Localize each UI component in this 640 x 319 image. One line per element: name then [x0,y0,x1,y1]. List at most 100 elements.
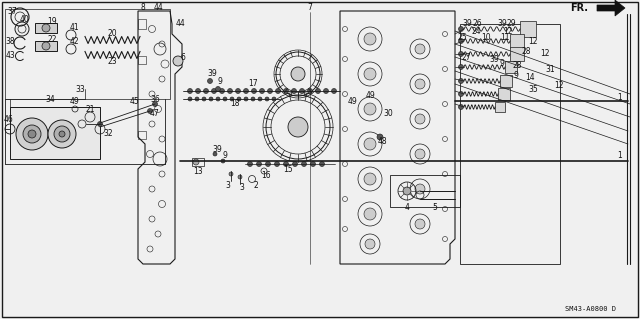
Circle shape [291,67,305,81]
Circle shape [458,51,463,56]
Text: 1: 1 [618,152,622,160]
Text: 33: 33 [75,85,85,93]
Text: 5: 5 [433,203,437,211]
Text: 41: 41 [69,24,79,33]
Bar [495,102,505,112]
Circle shape [458,92,463,97]
Circle shape [195,88,200,93]
Circle shape [364,68,376,80]
Text: 27: 27 [461,53,471,62]
Bar [520,21,536,37]
Circle shape [193,159,199,165]
Circle shape [415,44,425,54]
Bar [35,41,57,51]
Text: 16: 16 [261,172,271,181]
Text: 17: 17 [248,79,258,88]
Text: 39: 39 [497,19,507,27]
Text: 39: 39 [489,56,499,64]
Text: 23: 23 [107,57,117,66]
Circle shape [458,105,463,109]
Bar [10,107,100,159]
Circle shape [292,161,298,167]
Circle shape [213,152,217,156]
Circle shape [301,161,307,167]
Text: 47: 47 [150,109,160,118]
Circle shape [188,97,192,101]
Bar [460,24,560,264]
Circle shape [258,97,262,101]
Circle shape [458,26,463,32]
Text: 22: 22 [47,35,57,44]
Text: 37: 37 [7,8,17,17]
Circle shape [236,88,241,93]
Circle shape [458,78,463,84]
Circle shape [97,122,102,127]
Bar [138,19,146,29]
Circle shape [415,149,425,159]
Circle shape [291,88,296,93]
Circle shape [403,187,411,195]
Text: 11: 11 [500,33,509,42]
Bar [138,131,146,139]
Text: 46: 46 [3,115,13,124]
Circle shape [332,88,337,93]
Text: 44: 44 [153,3,163,11]
Bar [510,34,524,48]
Circle shape [284,88,289,93]
Circle shape [59,131,65,137]
Text: 38: 38 [5,38,15,47]
Text: 40: 40 [19,16,29,25]
Circle shape [221,159,225,163]
Circle shape [238,175,242,179]
Circle shape [265,97,269,101]
Circle shape [209,97,213,101]
Text: 44: 44 [175,19,185,28]
Text: 9: 9 [500,58,504,68]
Circle shape [152,101,157,107]
Circle shape [458,64,463,70]
Text: SM43-A0800 D: SM43-A0800 D [565,306,616,312]
Text: 25: 25 [457,33,467,42]
Text: 12: 12 [528,36,538,46]
Text: 39: 39 [207,70,217,78]
Bar [510,47,524,61]
Text: 12: 12 [540,49,550,58]
Circle shape [23,125,41,143]
Text: 19: 19 [47,18,57,26]
Text: 28: 28 [521,47,531,56]
Bar [390,175,460,207]
Circle shape [188,88,193,93]
Text: 6: 6 [180,53,186,62]
Text: FR.: FR. [570,3,588,13]
Bar [138,56,146,64]
Text: 7: 7 [308,3,312,11]
Text: 31: 31 [545,64,555,73]
Text: 8: 8 [141,3,145,11]
Bar [498,88,510,100]
Text: 9: 9 [223,152,227,160]
Circle shape [364,138,376,150]
Circle shape [54,126,70,142]
Text: 12: 12 [503,26,513,35]
Bar [500,75,512,87]
Text: 3: 3 [239,183,244,192]
Text: 32: 32 [103,130,113,138]
Text: 49: 49 [70,97,80,106]
Circle shape [415,79,425,89]
Circle shape [365,239,375,249]
Text: 21: 21 [85,105,95,114]
Circle shape [458,39,463,43]
Circle shape [323,88,328,93]
Circle shape [207,78,212,84]
Circle shape [275,161,280,167]
Circle shape [223,97,227,101]
Bar [5,9,170,99]
Circle shape [364,103,376,115]
Circle shape [202,97,206,101]
Text: 3: 3 [225,181,230,189]
Text: 26: 26 [472,19,482,27]
Text: 10: 10 [481,33,491,42]
Circle shape [173,56,183,66]
Text: 39: 39 [212,145,222,153]
Text: 36: 36 [150,94,160,103]
